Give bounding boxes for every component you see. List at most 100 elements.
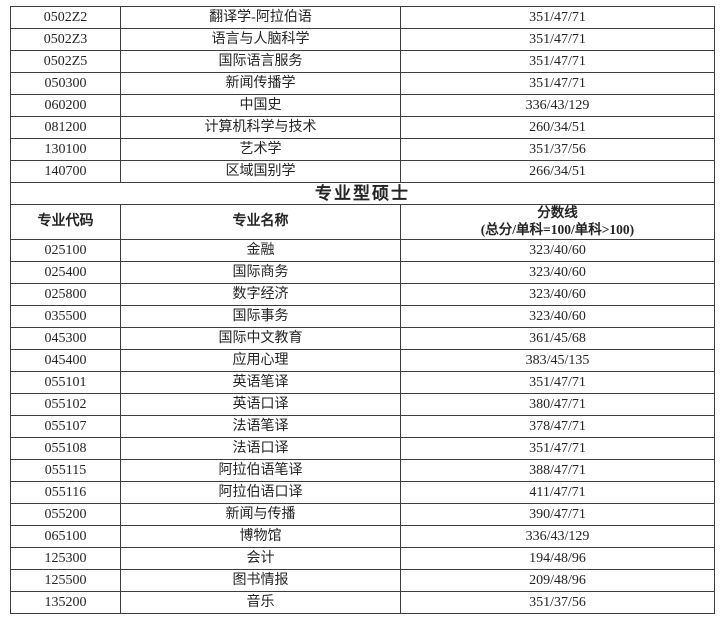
major-name-cell: 图书情报 <box>120 569 401 592</box>
major-name-cell: 国际中文教育 <box>120 327 401 350</box>
column-header-row: 专业代码 专业名称 分数线 (总分/单科=100/单科>100) <box>10 204 715 240</box>
section-heading-body: 专业型硕士 专业代码 专业名称 分数线 (总分/单科=100/单科>100) <box>10 181 715 240</box>
header-score-line2: (总分/单科=100/单科>100) <box>480 222 635 238</box>
major-code-cell: 025100 <box>10 239 121 262</box>
major-name-cell: 英语笔译 <box>120 371 401 394</box>
score-line-cell: 378/47/71 <box>400 415 715 438</box>
admission-score-table: 0502Z2 翻译学-阿拉伯语 351/47/71 0502Z3 语言与人脑科学 351/… <box>10 6 715 614</box>
score-line-cell: 383/45/135 <box>400 349 715 372</box>
major-code-cell: 025400 <box>10 261 121 284</box>
professional-table-row: 065100 博物馆 336/43/129 <box>10 525 715 548</box>
academic-table-row: 081200 计算机科学与技术 260/34/51 <box>10 116 715 139</box>
major-code-cell: 065100 <box>10 525 121 548</box>
score-line-cell: 380/47/71 <box>400 393 715 416</box>
major-code-cell: 140700 <box>10 160 121 183</box>
major-name-cell: 阿拉伯语笔译 <box>120 459 401 482</box>
score-line-cell: 336/43/129 <box>400 94 715 117</box>
major-name-cell: 区域国别学 <box>120 160 401 183</box>
major-name-cell: 新闻与传播 <box>120 503 401 526</box>
major-code-cell: 055200 <box>10 503 121 526</box>
major-code-cell: 035500 <box>10 305 121 328</box>
academic-table-row: 0502Z2 翻译学-阿拉伯语 351/47/71 <box>10 6 715 29</box>
professional-table-row: 055200 新闻与传播 390/47/71 <box>10 503 715 526</box>
major-name-cell: 数字经济 <box>120 283 401 306</box>
score-line-cell: 323/40/60 <box>400 239 715 262</box>
major-code-cell: 025800 <box>10 283 121 306</box>
score-line-cell: 323/40/60 <box>400 283 715 306</box>
score-line-cell: 336/43/129 <box>400 525 715 548</box>
professional-table-row: 055107 法语笔译 378/47/71 <box>10 415 715 438</box>
professional-table-row: 045400 应用心理 383/45/135 <box>10 349 715 372</box>
score-line-cell: 388/47/71 <box>400 459 715 482</box>
header-score-line1: 分数线 <box>537 205 578 221</box>
major-name-cell: 博物馆 <box>120 525 401 548</box>
academic-table-row: 130100 艺术学 351/37/56 <box>10 138 715 161</box>
academic-master-rows: 0502Z2 翻译学-阿拉伯语 351/47/71 0502Z3 语言与人脑科学 351/… <box>10 6 715 183</box>
major-code-cell: 055115 <box>10 459 121 482</box>
major-name-cell: 计算机科学与技术 <box>120 116 401 139</box>
major-code-cell: 0502Z5 <box>10 50 121 73</box>
major-code-cell: 125500 <box>10 569 121 592</box>
professional-table-row: 055115 阿拉伯语笔译 388/47/71 <box>10 459 715 482</box>
score-line-cell: 351/37/56 <box>400 138 715 161</box>
score-line-cell: 260/34/51 <box>400 116 715 139</box>
major-name-cell: 国际语言服务 <box>120 50 401 73</box>
score-line-cell: 266/34/51 <box>400 160 715 183</box>
score-line-cell: 351/47/71 <box>400 28 715 51</box>
academic-table-row: 0502Z5 国际语言服务 351/47/71 <box>10 50 715 73</box>
score-line-cell: 411/47/71 <box>400 481 715 504</box>
major-name-cell: 艺术学 <box>120 138 401 161</box>
major-name-cell: 语言与人脑科学 <box>120 28 401 51</box>
major-code-cell: 055108 <box>10 437 121 460</box>
major-name-cell: 新闻传播学 <box>120 72 401 95</box>
score-line-cell: 351/47/71 <box>400 50 715 73</box>
major-code-cell: 060200 <box>10 94 121 117</box>
professional-table-row: 025800 数字经济 323/40/60 <box>10 283 715 306</box>
professional-table-row: 035500 国际事务 323/40/60 <box>10 305 715 328</box>
major-code-cell: 130100 <box>10 138 121 161</box>
major-code-cell: 0502Z3 <box>10 28 121 51</box>
professional-table-row: 025400 国际商务 323/40/60 <box>10 261 715 284</box>
major-name-cell: 国际事务 <box>120 305 401 328</box>
major-code-cell: 045300 <box>10 327 121 350</box>
score-line-cell: 361/45/68 <box>400 327 715 350</box>
major-code-cell: 055102 <box>10 393 121 416</box>
professional-table-row: 125300 会计 194/48/96 <box>10 547 715 570</box>
score-line-cell: 351/47/71 <box>400 371 715 394</box>
academic-table-row: 060200 中国史 336/43/129 <box>10 94 715 117</box>
major-code-cell: 055116 <box>10 481 121 504</box>
major-code-cell: 055107 <box>10 415 121 438</box>
section-heading-row: 专业型硕士 <box>10 181 715 206</box>
score-line-cell: 351/47/71 <box>400 437 715 460</box>
professional-table-row: 125500 图书情报 209/48/96 <box>10 569 715 592</box>
major-name-cell: 法语笔译 <box>120 415 401 438</box>
score-line-cell: 194/48/96 <box>400 547 715 570</box>
score-line-cell: 323/40/60 <box>400 261 715 284</box>
major-name-cell: 法语口译 <box>120 437 401 460</box>
professional-table-row: 055108 法语口译 351/47/71 <box>10 437 715 460</box>
academic-table-row: 050300 新闻传播学 351/47/71 <box>10 72 715 95</box>
major-code-cell: 081200 <box>10 116 121 139</box>
score-line-cell: 209/48/96 <box>400 569 715 592</box>
major-code-cell: 050300 <box>10 72 121 95</box>
score-line-cell: 323/40/60 <box>400 305 715 328</box>
major-name-cell: 国际商务 <box>120 261 401 284</box>
header-score: 分数线 (总分/单科=100/单科>100) <box>400 204 715 240</box>
major-name-cell: 音乐 <box>120 591 401 614</box>
section-heading: 专业型硕士 <box>10 181 715 206</box>
major-name-cell: 应用心理 <box>120 349 401 372</box>
professional-table-row: 055116 阿拉伯语口译 411/47/71 <box>10 481 715 504</box>
professional-table-row: 055101 英语笔译 351/47/71 <box>10 371 715 394</box>
score-line-cell: 351/47/71 <box>400 6 715 29</box>
major-code-cell: 0502Z2 <box>10 6 121 29</box>
professional-table-row: 025100 金融 323/40/60 <box>10 239 715 262</box>
professional-table-row: 135200 音乐 351/37/56 <box>10 591 715 614</box>
major-name-cell: 会计 <box>120 547 401 570</box>
score-line-cell: 351/37/56 <box>400 591 715 614</box>
score-line-cell: 351/47/71 <box>400 72 715 95</box>
major-name-cell: 阿拉伯语口译 <box>120 481 401 504</box>
academic-table-row: 140700 区域国别学 266/34/51 <box>10 160 715 183</box>
major-code-cell: 125300 <box>10 547 121 570</box>
score-line-cell: 390/47/71 <box>400 503 715 526</box>
major-name-cell: 翻译学-阿拉伯语 <box>120 6 401 29</box>
